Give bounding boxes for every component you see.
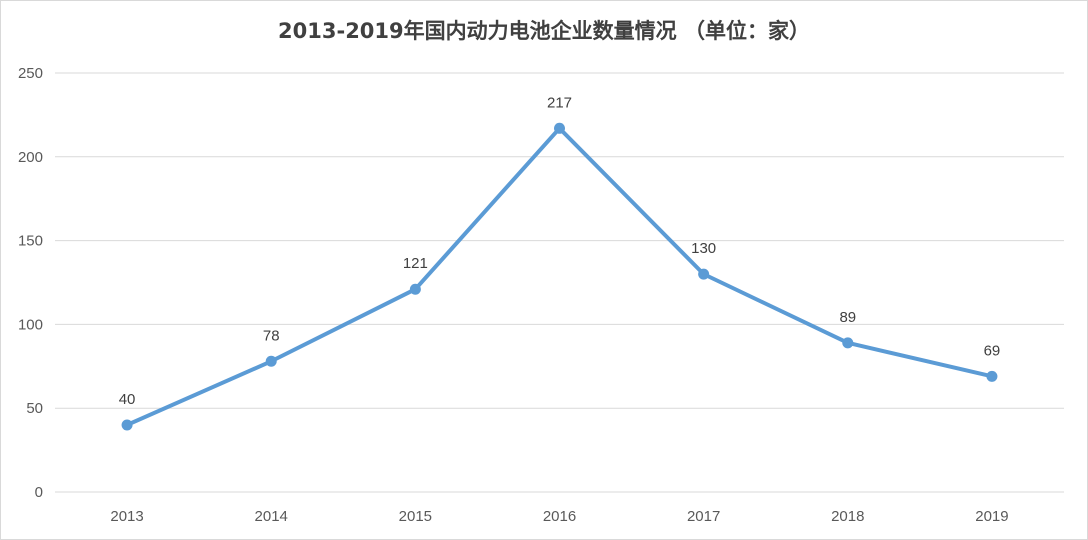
y-tick-label-100: 100: [18, 316, 43, 333]
data-point-2016: [554, 122, 565, 134]
x-tick-label-2018: 2018: [831, 508, 864, 525]
x-tick-label-2013: 2013: [110, 508, 143, 525]
data-point-2015: [409, 283, 421, 295]
data-label-2019: 69: [984, 342, 1001, 359]
y-tick-label-200: 200: [18, 149, 43, 166]
data-label-2013: 40: [119, 391, 136, 408]
x-tick-label-2017: 2017: [687, 508, 720, 525]
y-tick-label-150: 150: [18, 233, 43, 250]
data-label-2014: 78: [263, 327, 280, 344]
data-point-2017: [698, 268, 710, 280]
x-tick-label-2019: 2019: [975, 508, 1008, 525]
x-tick-label-2015: 2015: [399, 508, 432, 525]
data-label-2018: 89: [839, 309, 856, 326]
y-tick-label-0: 0: [35, 484, 43, 501]
data-label-2017: 130: [691, 240, 716, 257]
y-tick-label-250: 250: [18, 65, 43, 82]
chart-title: 2013-2019年国内动力电池企业数量情况 （单位：家）: [278, 19, 810, 43]
x-tick-label-2014: 2014: [255, 508, 288, 525]
data-point-2018: [842, 337, 854, 349]
data-point-2014: [265, 355, 277, 367]
data-label-2015: 121: [403, 255, 428, 272]
x-tick-label-2016: 2016: [543, 508, 576, 525]
data-point-2019: [986, 370, 998, 382]
y-tick-label-50: 50: [26, 400, 43, 417]
data-point-2013: [121, 419, 133, 431]
series-line: [125, 126, 994, 427]
data-label-2016: 217: [547, 94, 572, 111]
